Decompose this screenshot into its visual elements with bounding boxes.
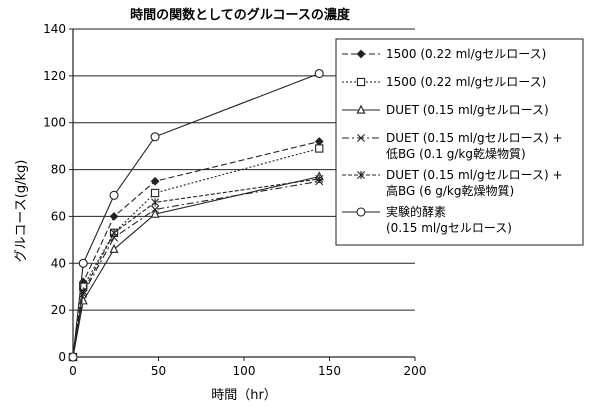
legend-marker [357, 78, 364, 85]
legend: 1500 (0.22 ml/gセルロース) 1500 (0.22 ml/gセルロー… [336, 39, 583, 245]
y-tick-label: 120 [43, 69, 66, 83]
y-tick-label: 80 [51, 163, 66, 177]
y-tick-label: 60 [51, 209, 66, 223]
plot-area [69, 70, 323, 362]
data-point [151, 133, 159, 141]
x-axis-label: 時間（hr） [211, 388, 277, 403]
legend-label: (0.15 ml/gセルロース) [386, 221, 512, 235]
series-6 [69, 70, 323, 361]
y-tick-label: 100 [43, 116, 66, 130]
series-line [73, 181, 319, 357]
series-1 [69, 138, 322, 361]
y-axis-label: グルコース(g/kg) [14, 160, 29, 263]
x-tick-label: 150 [318, 364, 341, 378]
legend-label: 高BG (6 g/kg乾燥物質) [386, 183, 514, 198]
data-point [316, 145, 323, 152]
data-point [69, 353, 77, 361]
data-point [110, 245, 117, 252]
data-point [316, 138, 323, 145]
legend-label: DUET (0.15 ml/gセルロース) [386, 103, 549, 117]
data-point [315, 70, 323, 78]
x-tick-label: 0 [69, 364, 77, 378]
series-line [73, 141, 319, 357]
y-tick-label: 140 [43, 22, 66, 36]
chart-title: 時間の関数としてのグルコースの濃度 [130, 7, 351, 23]
series-line [73, 74, 319, 357]
y-tick-label: 40 [51, 256, 66, 270]
legend-label: DUET (0.15 ml/gセルロース) + [386, 131, 563, 145]
legend-marker [357, 208, 365, 216]
series-3 [69, 173, 322, 361]
y-tick-label: 0 [58, 350, 66, 364]
data-point [110, 191, 118, 199]
legend-label: DUET (0.15 ml/gセルロース) + [386, 168, 563, 182]
legend-label: 1500 (0.22 ml/gセルロース) [386, 47, 546, 61]
data-point [79, 259, 87, 267]
data-point [110, 213, 117, 220]
legend-label: 低BG (0.1 g/kg乾燥物質) [386, 146, 526, 161]
legend-label: 実験的酵素 [386, 204, 446, 219]
series-2 [69, 145, 322, 361]
legend-label: 1500 (0.22 ml/gセルロース) [386, 75, 546, 89]
y-tick-label: 20 [51, 303, 66, 317]
data-point [151, 189, 158, 196]
x-tick-label: 200 [404, 364, 427, 378]
x-tick-label: 50 [151, 364, 166, 378]
series-5 [69, 175, 322, 361]
x-tick-label: 100 [233, 364, 256, 378]
